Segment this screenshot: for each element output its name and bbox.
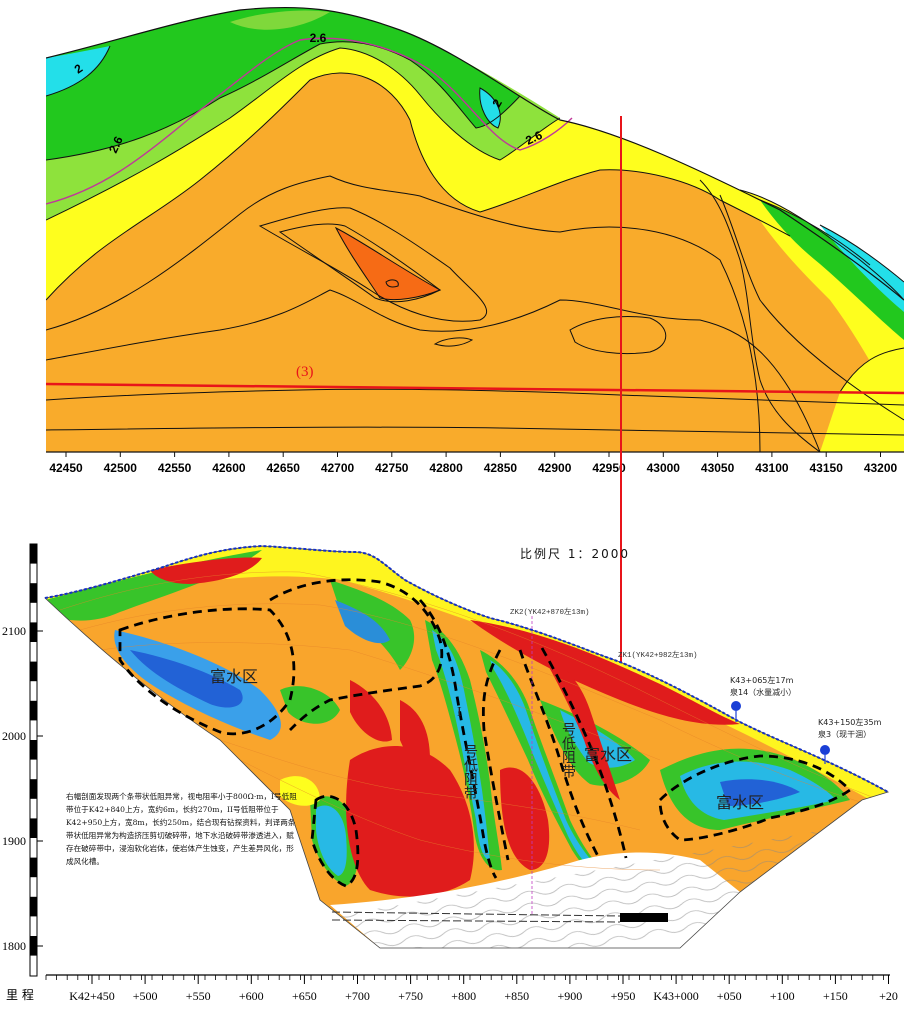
top-x-tick-label: 42600 xyxy=(212,461,246,475)
top-x-tick-label: 43000 xyxy=(647,461,681,475)
resistivity-contour-section: 2.6 2 2.6 2 2.6 (3) 42450 42500 42550 42600… xyxy=(46,0,904,475)
top-x-tick-label: 42850 xyxy=(484,461,518,475)
station-tick-label: +950 xyxy=(611,989,636,1003)
profile-line-label: (3) xyxy=(296,364,314,380)
spring-3-station: K43+150左35m xyxy=(818,717,882,727)
water-rich-zone-label: 富水区 xyxy=(584,745,632,764)
top-x-tick-label: 43150 xyxy=(810,461,844,475)
station-tick-label: K43+000 xyxy=(653,989,698,1003)
spring-14-station: K43+065左17m xyxy=(730,675,794,685)
station-tick-label: +750 xyxy=(398,989,423,1003)
top-x-tick-label: 42750 xyxy=(375,461,409,475)
top-x-tick-label: 42900 xyxy=(538,461,572,475)
top-x-tick-label: 42500 xyxy=(104,461,138,475)
elevation-tick-label: 2100 xyxy=(2,624,26,638)
station-tick-label: +20 xyxy=(879,989,898,1003)
station-tick-label: +850 xyxy=(504,989,529,1003)
contour-label: 2.6 xyxy=(523,128,544,148)
water-rich-zone-label: 富水区 xyxy=(210,667,258,686)
station-tick-label: +500 xyxy=(133,989,158,1003)
top-x-tick-label: 42650 xyxy=(267,461,301,475)
borehole-zk1-label: ZK1(YK42+982左13m) xyxy=(618,649,698,660)
contour-label: 2.6 xyxy=(106,134,126,155)
spring-3-note: 泉3（现干涸） xyxy=(818,729,871,739)
spring-14-marker xyxy=(731,701,741,711)
station-tick-labels: K42+450 +500 +550 +600 +650 +700 +750 +800 +850 +… xyxy=(69,975,898,1003)
top-x-tick-label: 42550 xyxy=(158,461,192,475)
top-x-tick-label: 43050 xyxy=(701,461,735,475)
station-axis-label: 里 程 xyxy=(6,987,34,1002)
elevation-tick-label: 1900 xyxy=(2,834,26,848)
low-resistivity-band-II-label: 号低阻带 xyxy=(560,722,576,779)
interpretation-note: 右幅剖面发现两个条带状低阻异常，视电阻率小于800Ω·m，I号低阻带位于K42+… xyxy=(66,792,297,866)
top-x-tick-label: 42700 xyxy=(321,461,355,475)
top-x-tick-label: 42450 xyxy=(49,461,83,475)
station-tick-label: +600 xyxy=(239,989,264,1003)
borehole-zk2-label: ZK2(YK42+870左13m) xyxy=(510,606,590,617)
station-tick-label: +900 xyxy=(558,989,583,1003)
resistivity-inversion-section: 2100 2000 1900 1800 xyxy=(2,543,898,1003)
top-x-tick-label: 42800 xyxy=(429,461,463,475)
water-rich-zone-label: 富水区 xyxy=(716,793,764,812)
station-tick-label: +150 xyxy=(823,989,848,1003)
top-x-ticks: 42450 42500 42550 42600 42650 42700 42750 42800… xyxy=(49,452,898,475)
elevation-ticks: 2100 2000 1900 1800 xyxy=(2,624,43,953)
top-x-tick-label: 42950 xyxy=(592,461,626,475)
tunnel-outline xyxy=(331,911,621,917)
top-x-tick-label: 43100 xyxy=(755,461,789,475)
station-tick-label: +550 xyxy=(186,989,211,1003)
station-tick-label: +700 xyxy=(345,989,370,1003)
low-resistivity-band-I-label: 号低阻带 xyxy=(462,744,478,801)
station-tick-label: +100 xyxy=(770,989,795,1003)
zone-I-label: I xyxy=(457,705,462,720)
station-tick-label: +650 xyxy=(292,989,317,1003)
excavated-tunnel-segment xyxy=(620,913,668,922)
top-x-tick-label: 43200 xyxy=(864,461,898,475)
zone-boundaries xyxy=(118,578,853,888)
elevation-tick-label: 2000 xyxy=(2,729,26,743)
elevation-tick-label: 1800 xyxy=(2,939,26,953)
contour-label: 2.6 xyxy=(310,31,327,45)
station-tick-label: +800 xyxy=(451,989,476,1003)
scale-label: 比例尺 1：2000 xyxy=(520,547,630,561)
spring-14-note: 泉14（水量减小） xyxy=(730,687,796,697)
spring-3-marker xyxy=(820,745,830,755)
station-tick-label: +050 xyxy=(717,989,742,1003)
station-tick-label: K42+450 xyxy=(69,989,114,1003)
